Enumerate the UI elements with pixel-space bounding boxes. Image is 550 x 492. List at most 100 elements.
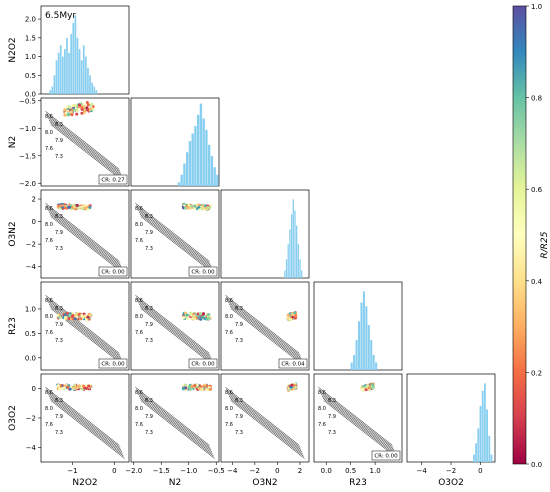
scatter-point — [91, 107, 95, 111]
scatter-point — [197, 387, 201, 390]
hist-bar — [216, 174, 219, 186]
hist-bar — [57, 52, 60, 94]
y-axis-label: R23 — [8, 317, 18, 335]
scatter-point — [59, 204, 63, 208]
scatter-point — [294, 385, 298, 389]
scatter-point — [206, 206, 210, 210]
colorbar-label: R/R25 — [540, 231, 550, 258]
colorbar-tick-label: 0.8 — [531, 95, 542, 103]
grid-label: 7.6 — [45, 330, 53, 336]
scatter-point — [88, 206, 92, 209]
scatter-point — [90, 103, 94, 106]
grid-label: 8.3 — [55, 306, 63, 312]
x-tick-label: 0.0 — [321, 467, 332, 475]
scatter-point — [56, 313, 60, 317]
y-tick-label: 1.0 — [25, 305, 36, 313]
model-grid — [135, 387, 215, 459]
x-tick-label: −4 — [227, 467, 238, 475]
grid-label: 8.0 — [45, 222, 53, 228]
hist-bar — [488, 435, 491, 462]
grid-label: 8.3 — [235, 306, 243, 312]
scatter-point — [66, 385, 70, 389]
scatter-point — [63, 316, 67, 319]
scatter-point — [67, 105, 71, 109]
scatter-points — [181, 202, 212, 211]
cr-box: CR: 0.00 — [98, 266, 128, 277]
hist-bar — [202, 118, 205, 186]
panel-O3N2-R23: 8.68.38.07.97.67.3 CR: 0.04 — [220, 281, 310, 371]
scatter-point — [74, 103, 78, 107]
panel-N2O2-O3O2: 8.68.38.07.97.67.3 −4 −2 0 −1 0 N2O2 O3O2 — [8, 373, 130, 488]
cr-label: CR: 0.00 — [101, 362, 125, 368]
hist-bar — [78, 49, 81, 94]
scatter-point — [75, 112, 79, 116]
scatter-point — [371, 386, 375, 390]
hist-bar — [70, 34, 73, 94]
hist-bar — [87, 67, 89, 94]
grid-label: 7.9 — [328, 414, 336, 420]
panel-frame — [220, 189, 310, 279]
grid-label: 7.6 — [135, 422, 143, 428]
x-axis-label: N2 — [169, 478, 181, 488]
grid-label: 8.3 — [55, 122, 63, 128]
hist-bar — [85, 56, 87, 94]
hist-bar — [358, 321, 361, 370]
scatter-point — [195, 383, 199, 387]
y-tick-label: 0 — [32, 218, 36, 226]
panel-R23-R23 — [313, 281, 403, 371]
scatter-point — [68, 313, 72, 317]
panel-N2-O3N2: 8.68.38.07.97.67.3 CR: 0.00 — [130, 189, 220, 279]
scatter-point — [203, 204, 207, 208]
scatter-point — [80, 105, 84, 109]
scatter-point — [73, 317, 77, 321]
scatter-point — [187, 386, 191, 390]
hist-bar — [481, 390, 484, 462]
scatter-points — [56, 383, 93, 391]
model-grid — [225, 295, 305, 367]
x-tick-label: 0.5 — [345, 467, 356, 475]
scatter-point — [289, 317, 293, 321]
hist-bar — [375, 362, 378, 370]
x-axis-label: O3O2 — [438, 478, 464, 488]
grid-label: 8.6 — [318, 390, 326, 396]
grid-label: 8.3 — [55, 398, 63, 404]
scatter-point — [68, 387, 72, 391]
hist-bar — [350, 362, 353, 370]
scatter-point — [81, 102, 85, 106]
x-tick-label: 2 — [298, 467, 302, 475]
hist-bar — [53, 75, 56, 94]
grid-label: 7.9 — [55, 138, 63, 144]
y-axis-label: O3N2 — [8, 221, 18, 246]
y-tick-label: −1.0 — [19, 125, 36, 133]
x-tick-label: 0 — [478, 467, 482, 475]
scatter-point — [196, 312, 200, 316]
y-axis-label: O3O2 — [8, 405, 18, 431]
hist-bar — [372, 355, 375, 370]
grid-label: 7.9 — [55, 322, 63, 328]
scatter-points — [56, 203, 92, 211]
scatter-point — [202, 384, 206, 388]
hist-bar — [473, 454, 475, 462]
scatter-point — [294, 314, 298, 318]
cr-label: CR: 0.00 — [191, 270, 215, 276]
scatter-point — [193, 384, 197, 388]
hist-bar — [210, 156, 214, 186]
scatter-point — [75, 108, 79, 112]
hist-bar — [297, 244, 300, 278]
hist-bar — [213, 167, 216, 186]
scatter-point — [80, 314, 84, 317]
y-tick-label: −2.0 — [19, 180, 36, 188]
grid-label: 7.9 — [235, 414, 243, 420]
grid-label: 7.3 — [145, 430, 153, 436]
cr-label: CR: 0.00 — [374, 454, 398, 460]
grid-label: 7.3 — [55, 154, 63, 160]
grid-label: 7.3 — [235, 338, 243, 344]
model-grid — [135, 203, 215, 275]
y-tick-label: −1.5 — [19, 152, 36, 160]
y-tick-label: 1.0 — [25, 53, 36, 61]
scatter-point — [185, 313, 189, 317]
scatter-point — [86, 103, 90, 107]
hist-bar — [287, 244, 289, 278]
y-tick-label: −4 — [26, 444, 37, 452]
